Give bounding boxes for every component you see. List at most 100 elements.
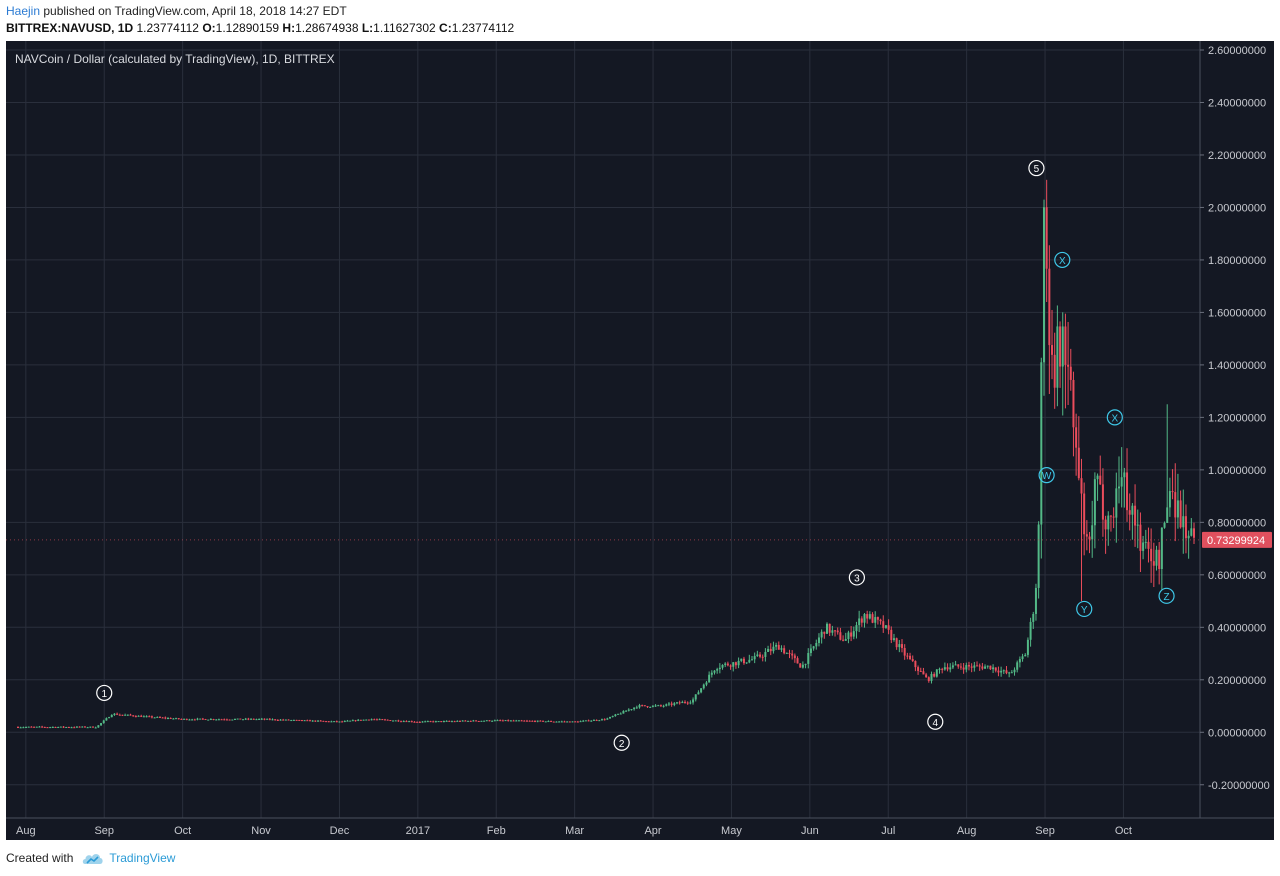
candle-body — [137, 715, 140, 717]
candle-body — [383, 719, 386, 721]
candle-body — [298, 719, 301, 721]
candle-body — [812, 646, 815, 649]
candle-body — [598, 720, 601, 722]
chart-panel[interactable]: 1 2 3 4 5 W X Y X Z 2.60000000 2.40000000 2.2000000… — [6, 41, 1274, 840]
wave-label-circle — [1076, 600, 1093, 618]
candle-body — [217, 719, 220, 721]
candle-body — [796, 658, 799, 664]
candle-body — [1002, 670, 1005, 672]
candle-body — [228, 719, 231, 721]
candle-body — [517, 720, 520, 722]
candle-body — [742, 658, 745, 664]
candle-body — [25, 726, 28, 728]
candle-body — [1032, 613, 1035, 622]
candle-body — [75, 726, 78, 728]
wave-label-circle — [927, 713, 944, 730]
candle-body — [185, 718, 188, 720]
candle-body — [169, 718, 172, 720]
candle-body — [22, 727, 25, 729]
ohlc-low-value: 1.11627302 — [373, 21, 436, 35]
candle-body — [753, 656, 756, 660]
candle-body — [322, 720, 325, 722]
candle-body — [654, 705, 657, 707]
candle-body — [555, 721, 558, 723]
candle-body — [681, 701, 684, 704]
candle-body — [633, 707, 636, 710]
candle-body — [595, 719, 598, 721]
tradingview-link[interactable]: TradingView — [109, 851, 176, 865]
candle-body — [665, 704, 668, 706]
candle-body — [909, 655, 912, 660]
candle-body — [124, 714, 127, 716]
candle-body — [30, 726, 33, 728]
candle-body — [17, 727, 19, 729]
candle-body — [38, 726, 41, 728]
candle-body — [1152, 561, 1155, 566]
candle-body — [445, 720, 448, 722]
x-tick-label: Sep — [94, 825, 114, 837]
candle-body — [1136, 524, 1139, 526]
price-chart[interactable]: 1 2 3 4 5 W X Y X Z 2.60000000 2.40000000 2.2000000… — [6, 41, 1274, 840]
y-tick-label: 0.40000000 — [1208, 622, 1266, 634]
candle-body — [568, 721, 571, 723]
candle-body — [785, 652, 788, 654]
candle-body — [740, 658, 743, 661]
candle-body — [148, 716, 151, 718]
author-link[interactable]: Haejin — [6, 4, 41, 18]
candle-body — [614, 714, 617, 717]
ohlc-low-label: L: — [361, 21, 374, 35]
candle-body — [710, 672, 713, 675]
candle-body — [659, 705, 662, 707]
axes: 2.60000000 2.40000000 2.20000000 2.00000000… — [6, 41, 1274, 840]
candle-body — [729, 665, 732, 667]
y-tick-label: 1.40000000 — [1208, 360, 1266, 372]
candle-body — [116, 713, 119, 715]
candle-body — [142, 716, 145, 718]
candle-body — [59, 726, 62, 728]
candle-body — [911, 659, 914, 662]
candle-body — [327, 721, 330, 723]
ohlc-open-label: O: — [202, 21, 216, 35]
wave-label-3: 3 — [854, 573, 860, 584]
candle-body — [692, 699, 695, 703]
candle-body — [1142, 542, 1145, 551]
candle-body — [140, 715, 143, 717]
candle-body — [927, 677, 930, 681]
candle-body — [863, 614, 866, 623]
candle-body — [295, 719, 298, 721]
y-tick-label: 1.80000000 — [1208, 255, 1266, 267]
candle-body — [284, 719, 287, 721]
candle-body — [81, 726, 84, 728]
candle-body — [1184, 516, 1187, 539]
candle-body — [708, 674, 711, 683]
candle-body — [27, 726, 30, 728]
y-tick-label: 2.00000000 — [1208, 202, 1266, 214]
candle-body — [207, 719, 210, 721]
candle-body — [981, 666, 984, 669]
wave-label-1: 1 — [101, 689, 107, 700]
candle-body — [525, 720, 528, 722]
ohlc-close-label: C: — [439, 21, 452, 35]
last-value: 1.23774112 — [136, 21, 199, 35]
candle-body — [150, 716, 153, 718]
candle-body — [606, 718, 609, 720]
candle-body — [65, 727, 68, 729]
candle-body — [1077, 447, 1080, 479]
candle-body — [582, 720, 585, 722]
candle-body — [362, 719, 365, 721]
candle-body — [432, 721, 435, 723]
candle-body — [183, 718, 186, 720]
candle-body — [959, 666, 962, 668]
y-tick-label: 1.60000000 — [1208, 307, 1266, 319]
candle-body — [847, 632, 850, 640]
candle-body — [1190, 528, 1193, 536]
candle-body — [1005, 670, 1008, 674]
tradingview-cloud-icon[interactable] — [82, 852, 104, 865]
y-tick-label: 0.80000000 — [1208, 517, 1266, 529]
candle-body — [732, 662, 735, 667]
candle-body — [726, 663, 729, 666]
candle-body — [1117, 486, 1120, 489]
candle-body — [542, 720, 545, 722]
candle-body — [1144, 541, 1147, 543]
candle-body — [1104, 519, 1107, 530]
